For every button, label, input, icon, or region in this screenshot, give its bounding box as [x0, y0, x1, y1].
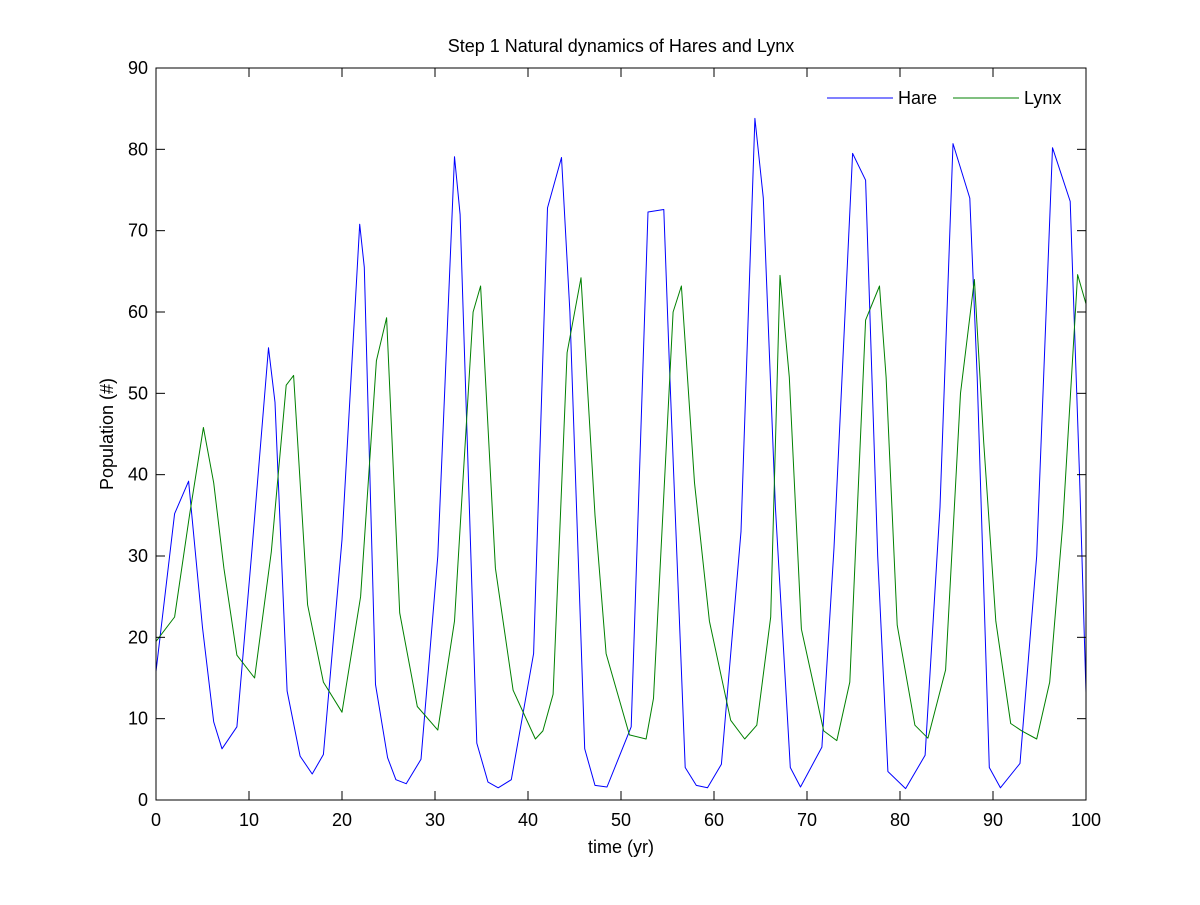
series-line-hare — [155, 117, 1087, 790]
x-axis-label: time (yr) — [588, 837, 654, 857]
y-tick-label: 90 — [128, 58, 148, 78]
x-tick-label: 60 — [704, 810, 724, 830]
y-tick-label: 40 — [128, 465, 148, 485]
series-line-lynx — [155, 274, 1087, 742]
y-tick-label: 60 — [128, 302, 148, 322]
y-tick-label: 20 — [128, 627, 148, 647]
plot-area — [156, 68, 1086, 800]
x-tick-label: 100 — [1071, 810, 1101, 830]
legend: Hare Lynx — [827, 88, 1061, 108]
y-tick-label: 50 — [128, 383, 148, 403]
y-tick-label: 70 — [128, 221, 148, 241]
series-layer — [155, 117, 1087, 790]
y-tick-label: 0 — [138, 790, 148, 810]
x-tick-label: 70 — [797, 810, 817, 830]
x-tick-label: 50 — [611, 810, 631, 830]
x-tick-label: 20 — [332, 810, 352, 830]
y-tick-label: 80 — [128, 139, 148, 159]
x-tick-label: 10 — [239, 810, 259, 830]
y-axis-label: Population (#) — [97, 378, 117, 490]
x-tick-label: 30 — [425, 810, 445, 830]
y-tick-label: 30 — [128, 546, 148, 566]
legend-label-lynx: Lynx — [1024, 88, 1061, 108]
x-tick-label: 90 — [983, 810, 1003, 830]
ticks-layer: 0 10 20 30 40 50 60 70 80 90 100 0 10 20 30 40 50 60 70 80 9… — [128, 58, 1101, 830]
legend-label-hare: Hare — [898, 88, 937, 108]
x-tick-label: 80 — [890, 810, 910, 830]
y-tick-label: 10 — [128, 709, 148, 729]
chart-title: Step 1 Natural dynamics of Hares and Lyn… — [448, 36, 795, 56]
x-tick-label: 40 — [518, 810, 538, 830]
x-tick-label: 0 — [151, 810, 161, 830]
